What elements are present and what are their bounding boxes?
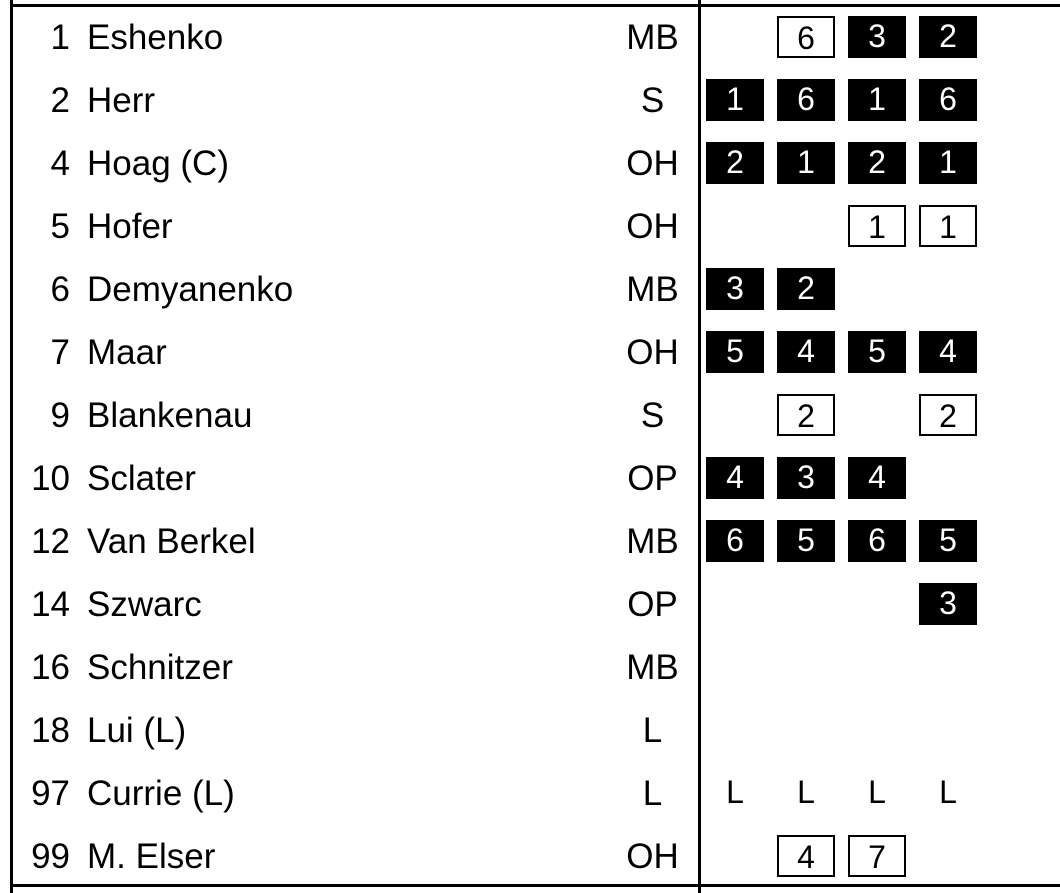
set-4-rotation: 1 bbox=[919, 205, 977, 247]
set-2-rotation: 4 bbox=[777, 835, 835, 877]
roster-row: 6 Demyanenko MB 3 2 bbox=[0, 258, 1060, 321]
roster-row: 7 Maar OH 5 4 5 4 bbox=[0, 321, 1060, 384]
roster-row: 12 Van Berkel MB 6 5 6 5 bbox=[0, 510, 1060, 573]
player-name: Szwarc bbox=[87, 585, 202, 624]
player-name: Sclater bbox=[87, 459, 196, 498]
left-border bbox=[10, 0, 13, 893]
set-4-rotation: L bbox=[939, 774, 957, 810]
set-1-rotation: 2 bbox=[706, 142, 764, 184]
player-number: 10 bbox=[31, 459, 70, 498]
player-number: 97 bbox=[31, 774, 70, 813]
player-number: 99 bbox=[31, 837, 70, 876]
player-position: S bbox=[640, 396, 665, 435]
set-4-rotation: 5 bbox=[919, 520, 977, 562]
player-position: OP bbox=[627, 585, 678, 624]
set-3-rotation: L bbox=[868, 774, 886, 810]
player-name: Schnitzer bbox=[87, 648, 233, 687]
set-2-rotation: 6 bbox=[777, 16, 835, 58]
roster-row: 4 Hoag (C) OH 2 1 2 1 bbox=[0, 132, 1060, 195]
roster-row: 16 Schnitzer MB bbox=[0, 636, 1060, 699]
roster-row: 99 M. Elser OH 4 7 bbox=[0, 825, 1060, 888]
player-number: 1 bbox=[50, 18, 70, 57]
player-position: OP bbox=[627, 459, 678, 498]
player-position: OH bbox=[626, 144, 679, 183]
set-1-rotation: L bbox=[726, 774, 744, 810]
player-position: L bbox=[642, 774, 663, 813]
top-border bbox=[10, 4, 1060, 7]
player-position: MB bbox=[626, 648, 679, 687]
set-2-rotation: 3 bbox=[777, 457, 835, 499]
player-name: M. Elser bbox=[87, 837, 216, 876]
set-4-rotation: 2 bbox=[919, 394, 977, 436]
player-position: L bbox=[642, 711, 663, 750]
player-number: 16 bbox=[31, 648, 70, 687]
player-name: Van Berkel bbox=[87, 522, 256, 561]
roster-row: 5 Hofer OH 1 1 bbox=[0, 195, 1060, 258]
set-3-rotation: 7 bbox=[848, 835, 906, 877]
set-2-rotation: 1 bbox=[777, 142, 835, 184]
set-2-rotation: L bbox=[797, 774, 815, 810]
player-number: 5 bbox=[50, 207, 70, 246]
player-name: Blankenau bbox=[87, 396, 253, 435]
roster-row: 2 Herr S 1 6 1 6 bbox=[0, 69, 1060, 132]
set-3-rotation: 4 bbox=[848, 457, 906, 499]
player-number: 14 bbox=[31, 585, 70, 624]
set-1-rotation: 3 bbox=[706, 268, 764, 310]
set-1-rotation: 6 bbox=[706, 520, 764, 562]
player-number: 2 bbox=[50, 81, 70, 120]
column-divider bbox=[698, 0, 701, 893]
player-number: 6 bbox=[50, 270, 70, 309]
player-name: Herr bbox=[87, 81, 156, 120]
bottom-border bbox=[10, 884, 1060, 887]
set-1-rotation: 5 bbox=[706, 331, 764, 373]
player-name: Eshenko bbox=[87, 18, 224, 57]
player-name: Currie (L) bbox=[87, 774, 235, 813]
set-4-rotation: 1 bbox=[919, 142, 977, 184]
set-1-rotation: 1 bbox=[706, 79, 764, 121]
player-position: MB bbox=[626, 270, 679, 309]
roster-row: 14 Szwarc OP 3 bbox=[0, 573, 1060, 636]
set-4-rotation: 2 bbox=[919, 16, 977, 58]
player-position: S bbox=[640, 81, 665, 120]
player-name: Maar bbox=[87, 333, 167, 372]
player-number: 18 bbox=[31, 711, 70, 750]
player-position: OH bbox=[626, 837, 679, 876]
player-position: OH bbox=[626, 207, 679, 246]
player-number: 12 bbox=[31, 522, 70, 561]
player-number: 7 bbox=[50, 333, 70, 372]
set-1-rotation: 4 bbox=[706, 457, 764, 499]
set-3-rotation: 5 bbox=[848, 331, 906, 373]
player-number: 9 bbox=[50, 396, 70, 435]
set-3-rotation: 3 bbox=[848, 16, 906, 58]
roster-row: 9 Blankenau S 2 2 bbox=[0, 384, 1060, 447]
player-position: MB bbox=[626, 522, 679, 561]
set-4-rotation: 6 bbox=[919, 79, 977, 121]
set-2-rotation: 6 bbox=[777, 79, 835, 121]
player-name: Lui (L) bbox=[87, 711, 187, 750]
set-3-rotation: 1 bbox=[848, 205, 906, 247]
set-3-rotation: 2 bbox=[848, 142, 906, 184]
set-4-rotation: 4 bbox=[919, 331, 977, 373]
set-2-rotation: 5 bbox=[777, 520, 835, 562]
roster-row: 10 Sclater OP 4 3 4 bbox=[0, 447, 1060, 510]
set-4-rotation: 3 bbox=[919, 583, 977, 625]
set-3-rotation: 1 bbox=[848, 79, 906, 121]
set-3-rotation: 6 bbox=[848, 520, 906, 562]
roster-row: 97 Currie (L) L L L L L bbox=[0, 762, 1060, 825]
player-name: Demyanenko bbox=[87, 270, 294, 309]
player-position: MB bbox=[626, 18, 679, 57]
set-2-rotation: 4 bbox=[777, 331, 835, 373]
player-position: OH bbox=[626, 333, 679, 372]
roster-row: 18 Lui (L) L bbox=[0, 699, 1060, 762]
set-2-rotation: 2 bbox=[777, 394, 835, 436]
player-name: Hoag (C) bbox=[87, 144, 229, 183]
player-number: 4 bbox=[50, 144, 70, 183]
roster-row: 1 Eshenko MB 6 3 2 bbox=[0, 6, 1060, 69]
set-2-rotation: 2 bbox=[777, 268, 835, 310]
player-name: Hofer bbox=[87, 207, 173, 246]
